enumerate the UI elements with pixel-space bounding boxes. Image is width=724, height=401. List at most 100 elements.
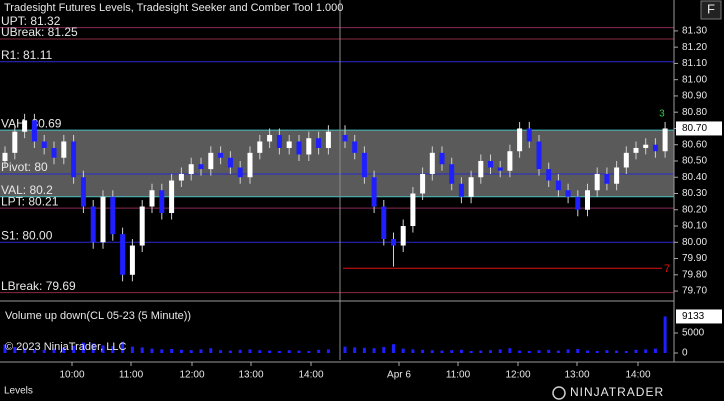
volume-bar bbox=[238, 349, 242, 353]
value-area bbox=[0, 130, 674, 197]
candle-body bbox=[565, 190, 571, 197]
candle-body bbox=[594, 173, 600, 191]
volume-bar bbox=[498, 349, 502, 353]
candle-body bbox=[652, 144, 658, 152]
candle-body bbox=[100, 196, 106, 243]
candle-body bbox=[497, 167, 503, 171]
volume-bar bbox=[42, 349, 46, 353]
level-label: Pivot: 80 bbox=[1, 160, 48, 174]
candle-body bbox=[227, 157, 233, 168]
volume-bar bbox=[605, 350, 609, 353]
candle-body bbox=[31, 120, 37, 142]
volume-bar bbox=[13, 347, 17, 353]
volume-bar bbox=[556, 350, 560, 353]
volume-bar bbox=[258, 350, 262, 353]
candle-body bbox=[400, 226, 406, 246]
volume-bar bbox=[411, 349, 415, 353]
y-tick-label: 81.20 bbox=[682, 42, 707, 53]
candle-body bbox=[51, 147, 57, 158]
volume-bar bbox=[81, 342, 85, 353]
chart-title: Tradesight Futures Levels, Tradesight Se… bbox=[4, 2, 343, 14]
candle-body bbox=[149, 190, 155, 207]
candle-body bbox=[614, 167, 620, 184]
candle-body bbox=[110, 196, 116, 235]
y-tick-label: 80.00 bbox=[682, 237, 707, 248]
x-tick-label: 12:00 bbox=[505, 370, 530, 381]
y-tick-label: 80.90 bbox=[682, 91, 707, 102]
candle-body bbox=[546, 169, 552, 181]
volume-bar bbox=[307, 351, 311, 353]
level-label: LPT: 80.21 bbox=[1, 194, 59, 208]
volume-bar bbox=[150, 348, 154, 353]
y-tick-label: 81.00 bbox=[682, 74, 707, 85]
x-tick-label: 10:00 bbox=[59, 370, 84, 381]
volume-bar bbox=[634, 349, 638, 353]
corner-button[interactable] bbox=[700, 0, 722, 20]
annotation: 3 bbox=[659, 109, 665, 120]
volume-bar bbox=[527, 351, 531, 353]
volume-bar bbox=[401, 348, 405, 353]
volume-bar bbox=[624, 351, 628, 353]
volume-bar bbox=[430, 350, 434, 353]
volume-bar bbox=[72, 345, 76, 353]
candle-body bbox=[218, 152, 224, 158]
candle-body bbox=[439, 152, 445, 165]
volume-bar bbox=[372, 348, 376, 353]
candle-body bbox=[526, 128, 532, 142]
corner-button-label[interactable]: F bbox=[707, 1, 715, 16]
volume-title: Volume up down(CL 05-23 (5 Minute)) bbox=[5, 310, 191, 322]
y-tick-label: 79.90 bbox=[682, 253, 707, 264]
candle-body bbox=[517, 128, 523, 152]
x-tick-label: Apr 6 bbox=[387, 370, 411, 381]
volume-bar bbox=[479, 350, 483, 353]
candle-body bbox=[478, 160, 484, 178]
level-label: VAH: 80.69 bbox=[1, 116, 62, 130]
candle-body bbox=[410, 193, 416, 227]
volume-bar bbox=[362, 347, 366, 353]
axis-layer: 79.70 79.80 79.90 80.00 80.10 80.20 80.30 80.40… bbox=[59, 26, 722, 381]
volume-bar bbox=[189, 350, 193, 353]
volume-bar bbox=[248, 349, 252, 353]
volume-bar bbox=[101, 345, 105, 353]
candle-body bbox=[178, 173, 184, 181]
candle-body bbox=[662, 128, 668, 152]
x-tick-label: 13:00 bbox=[238, 370, 263, 381]
volume-bar bbox=[440, 350, 444, 353]
candle-body bbox=[575, 196, 581, 210]
candle-body bbox=[381, 206, 387, 240]
candle-body bbox=[342, 134, 348, 142]
volume-bar bbox=[459, 349, 463, 353]
candle-body bbox=[536, 141, 542, 170]
level-label: S1: 80.00 bbox=[1, 228, 53, 242]
candle-body bbox=[267, 134, 273, 142]
candle-body bbox=[71, 141, 77, 178]
candle-body bbox=[159, 190, 165, 214]
candles-layer: 3 bbox=[2, 109, 668, 282]
volume-bar bbox=[160, 349, 164, 353]
volume-bar bbox=[91, 343, 95, 353]
volume-bar bbox=[450, 350, 454, 353]
candle-body bbox=[237, 167, 243, 178]
volume-bar bbox=[537, 350, 541, 353]
candle-body bbox=[22, 120, 28, 132]
candle-body bbox=[129, 245, 135, 275]
x-tick-label: 12:00 bbox=[179, 370, 204, 381]
y-tick-label: 81.30 bbox=[682, 26, 707, 37]
candle-body bbox=[208, 152, 214, 170]
level-label: UBreak: 81.25 bbox=[1, 25, 78, 39]
volume-bar bbox=[353, 347, 357, 353]
candle-body bbox=[247, 152, 253, 178]
candle-body bbox=[169, 180, 175, 214]
volume-bar bbox=[121, 341, 125, 353]
candle-body bbox=[139, 206, 145, 246]
y-tick-label: 80.30 bbox=[682, 188, 707, 199]
candle-body bbox=[585, 190, 590, 210]
value-area-layer bbox=[0, 130, 674, 197]
volume-bar bbox=[653, 348, 657, 353]
x-tick-label: 14:00 bbox=[298, 370, 323, 381]
candle-body bbox=[420, 173, 426, 194]
candle-body bbox=[429, 152, 435, 174]
